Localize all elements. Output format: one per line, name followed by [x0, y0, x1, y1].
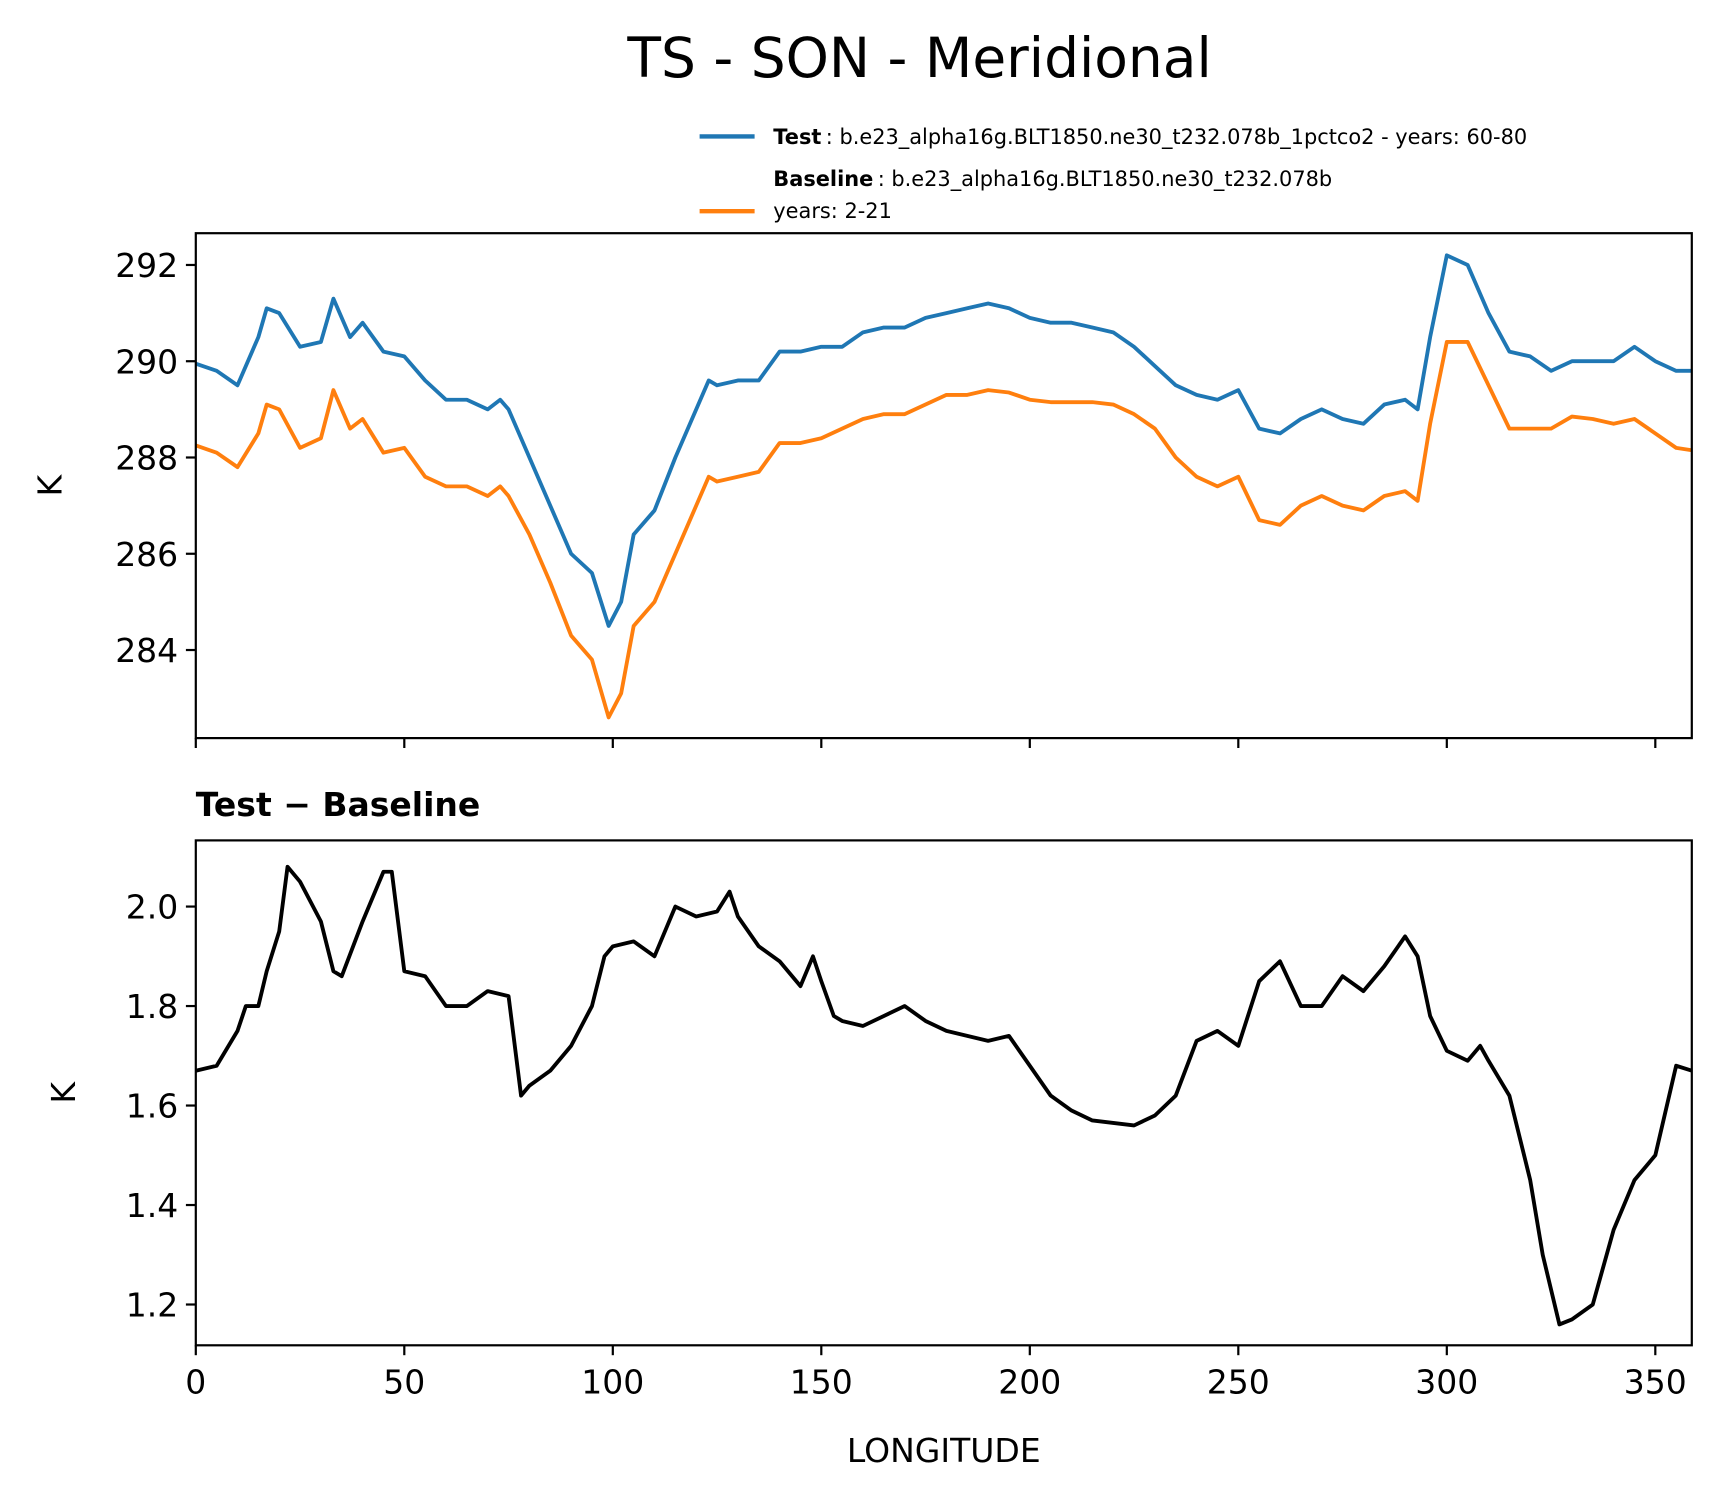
subplot-title: Test − Baseline: [196, 785, 481, 824]
y-tick-label: 1.8: [126, 987, 178, 1026]
legend-description: : b.e23_alpha16g.BLT1850.ne30_t232.078b_…: [826, 125, 1527, 150]
x-tick-label: 50: [383, 1363, 425, 1402]
y-tick-label: 286: [115, 535, 178, 574]
x-tick-label: 150: [790, 1363, 853, 1402]
x-tick-label: 100: [581, 1363, 644, 1402]
x-tick-label: 300: [1415, 1363, 1478, 1402]
legend-name: Test: [773, 125, 821, 149]
y-tick-label: 2.0: [126, 888, 178, 927]
y-tick-label: 288: [115, 439, 178, 478]
axes-frame: [194, 232, 1693, 740]
y-axis-label: K: [31, 473, 70, 496]
axes-frame: [194, 839, 1693, 1347]
y-axis-label: K: [44, 1081, 83, 1104]
y-tick-label: 1.4: [126, 1186, 178, 1225]
x-tick-label: 0: [185, 1363, 206, 1402]
legend-name: Baseline: [773, 167, 873, 191]
legend-entry: Test: b.e23_alpha16g.BLT1850.ne30_t232.0…: [773, 125, 1527, 150]
legend-description: years: 2-21: [773, 199, 892, 223]
figure-title: TS - SON - Meridional: [626, 26, 1211, 90]
y-tick-label: 1.6: [126, 1087, 178, 1126]
y-tick-label: 290: [115, 342, 178, 381]
x-tick-label: 250: [1207, 1363, 1270, 1402]
data-line: [195, 253, 1692, 628]
x-axis-label: LONGITUDE: [847, 1431, 1041, 1470]
x-tick-label: 200: [998, 1363, 1061, 1402]
legend-entry: Baseline: b.e23_alpha16g.BLT1850.ne30_t2…: [773, 167, 1332, 192]
legend-description: : b.e23_alpha16g.BLT1850.ne30_t232.078b: [878, 167, 1332, 192]
data-line: [195, 340, 1693, 720]
y-tick-label: 284: [115, 631, 178, 670]
y-tick-label: 292: [115, 246, 178, 285]
data-line: [195, 864, 1693, 1327]
x-tick-label: 350: [1624, 1363, 1687, 1402]
y-tick-label: 1.2: [126, 1286, 178, 1325]
